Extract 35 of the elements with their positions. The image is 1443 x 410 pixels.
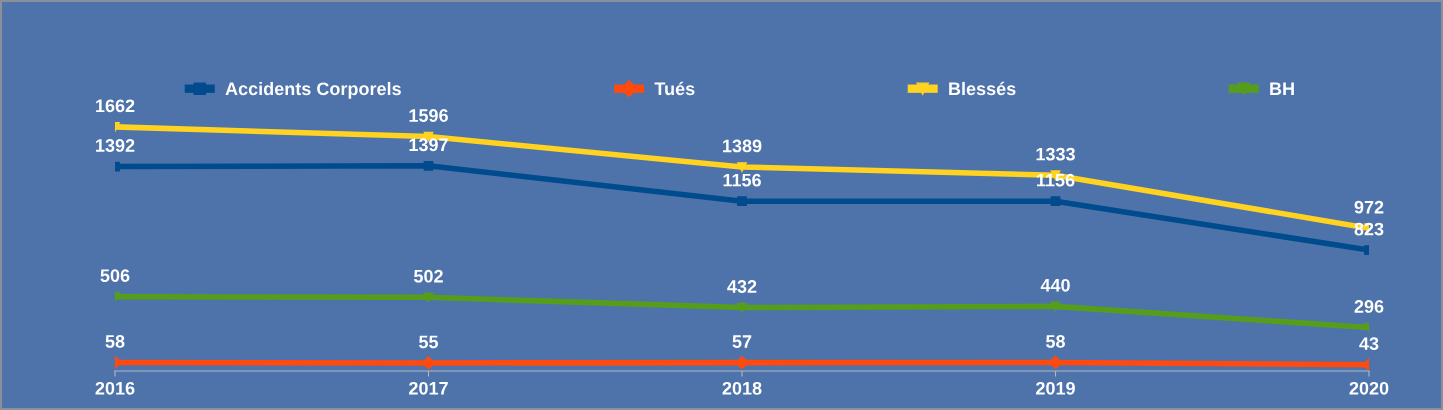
point bbox=[423, 292, 434, 303]
x-tick-label: 2016 bbox=[95, 381, 135, 395]
data-label: 57 bbox=[732, 335, 752, 348]
data-label: 440 bbox=[1040, 278, 1070, 292]
data-label: 1662 bbox=[96, 99, 135, 113]
x-tick-label: 2020 bbox=[1349, 381, 1389, 395]
data-label: 972 bbox=[1354, 200, 1384, 214]
legend-label: Accidents Corporels bbox=[225, 81, 401, 99]
x-tick-label: 2019 bbox=[1036, 381, 1075, 395]
data-label: 506 bbox=[100, 269, 130, 282]
data-label: 1397 bbox=[409, 138, 448, 152]
point bbox=[737, 162, 747, 172]
point bbox=[423, 160, 434, 171]
data-label: 1156 bbox=[723, 173, 761, 187]
x-tick-label: 2017 bbox=[409, 381, 448, 395]
data-label: 432 bbox=[727, 280, 757, 293]
data-label: 1389 bbox=[723, 139, 762, 153]
data-label: 58 bbox=[1046, 335, 1065, 348]
point bbox=[1050, 301, 1061, 312]
x-tick-label: 2018 bbox=[722, 381, 762, 395]
data-label: 1392 bbox=[96, 139, 135, 152]
data-label: 502 bbox=[413, 269, 443, 283]
data-label: 1596 bbox=[409, 109, 448, 122]
data-label: 58 bbox=[105, 335, 125, 348]
legend-label: Blessés bbox=[949, 81, 1016, 96]
point bbox=[1050, 196, 1061, 207]
data-label: 55 bbox=[419, 335, 439, 349]
point bbox=[737, 302, 747, 313]
point bbox=[735, 356, 749, 370]
data-label: 296 bbox=[1354, 300, 1384, 313]
legend-label: BH bbox=[1270, 82, 1294, 95]
legend-label: Tués bbox=[654, 81, 695, 96]
data-label: 43 bbox=[1359, 337, 1379, 351]
point bbox=[737, 196, 747, 207]
data-label: 1333 bbox=[1036, 147, 1075, 161]
